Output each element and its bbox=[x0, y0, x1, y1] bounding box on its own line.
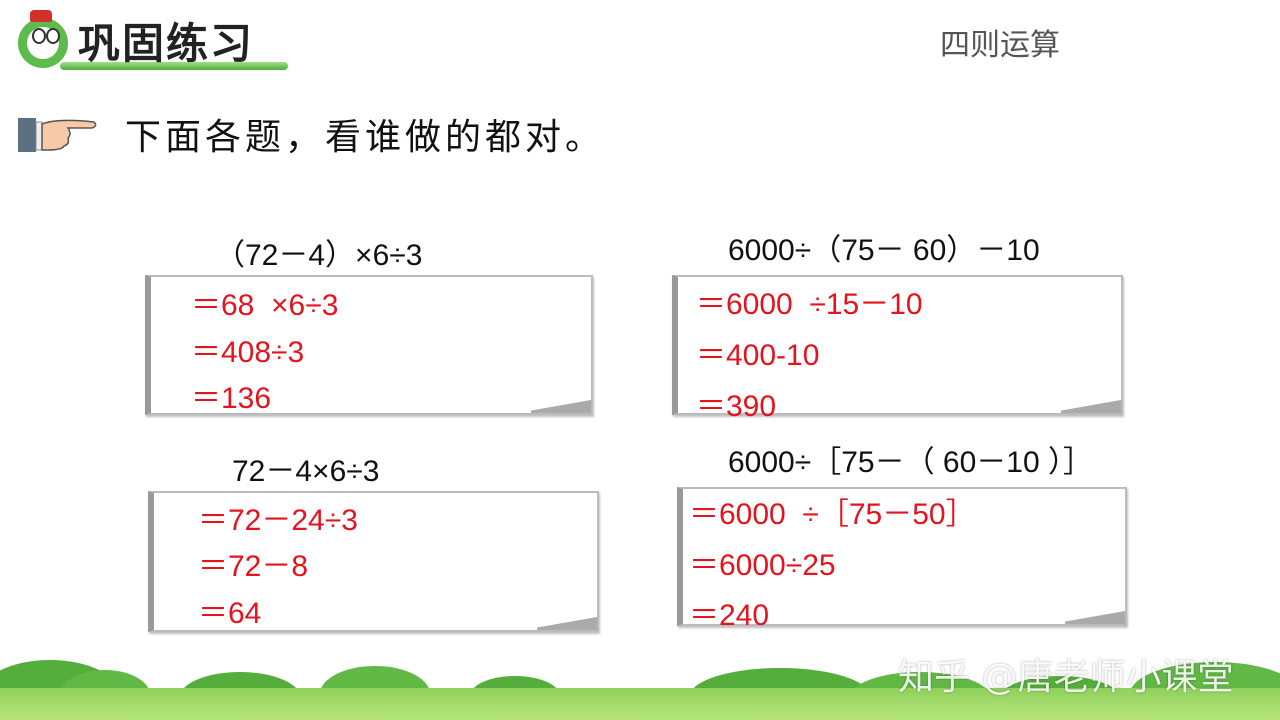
problem-expression: 72－4×6÷3 bbox=[232, 455, 380, 488]
solution-step: ＝64 bbox=[198, 597, 262, 630]
crown-icon bbox=[30, 10, 52, 22]
page-curl bbox=[1061, 397, 1121, 413]
solution-step: ＝72－8 bbox=[198, 550, 309, 583]
problem-expression: 6000÷（75－ 60）－10 bbox=[728, 234, 1040, 267]
solution-step: ＝72－24÷3 bbox=[198, 504, 358, 537]
solution-step: ＝390 bbox=[696, 390, 777, 423]
q-mascot-logo bbox=[18, 18, 68, 68]
solution-card: ＝6000 ÷［75－50］ ＝6000÷25 ＝240 bbox=[677, 487, 1127, 632]
section-title: 巩固练习 bbox=[78, 19, 255, 68]
page-curl bbox=[1065, 608, 1125, 624]
solution-step: ＝240 bbox=[689, 599, 770, 632]
eye-icon bbox=[46, 28, 60, 44]
title-underline bbox=[60, 62, 288, 70]
page-curl bbox=[537, 614, 597, 630]
page-curl bbox=[531, 397, 591, 413]
problem-expression: 6000÷［75－（ 60－10 ）］ bbox=[728, 446, 1093, 479]
solution-card: ＝72－24÷3 ＝72－8 ＝64 bbox=[148, 491, 599, 632]
solution-step: ＝136 bbox=[191, 382, 272, 415]
solution-step: ＝400-10 bbox=[696, 339, 820, 372]
solution-step: ＝408÷3 bbox=[191, 336, 305, 369]
eye-icon bbox=[32, 28, 46, 44]
solution-card: ＝68 ×6÷3 ＝408÷3 ＝136 bbox=[145, 275, 593, 415]
solution-card: ＝6000 ÷15－10 ＝400-10 ＝390 bbox=[672, 275, 1123, 423]
topic-label: 四则运算 bbox=[940, 28, 1060, 63]
solution-step: ＝68 ×6÷3 bbox=[191, 289, 339, 322]
watermark: 知乎 @唐老师小课堂 bbox=[898, 657, 1234, 698]
instruction-text: 下面各题，看谁做的都对。 bbox=[125, 117, 606, 158]
solution-step: ＝6000 ÷15－10 bbox=[696, 288, 923, 321]
solution-step: ＝6000 ÷［75－50］ bbox=[689, 498, 976, 531]
problem-expression: （72－4）×6÷3 bbox=[215, 239, 423, 272]
solution-step: ＝6000÷25 bbox=[689, 549, 836, 582]
grass-ground bbox=[0, 688, 1280, 720]
pointing-hand-icon bbox=[18, 118, 97, 152]
